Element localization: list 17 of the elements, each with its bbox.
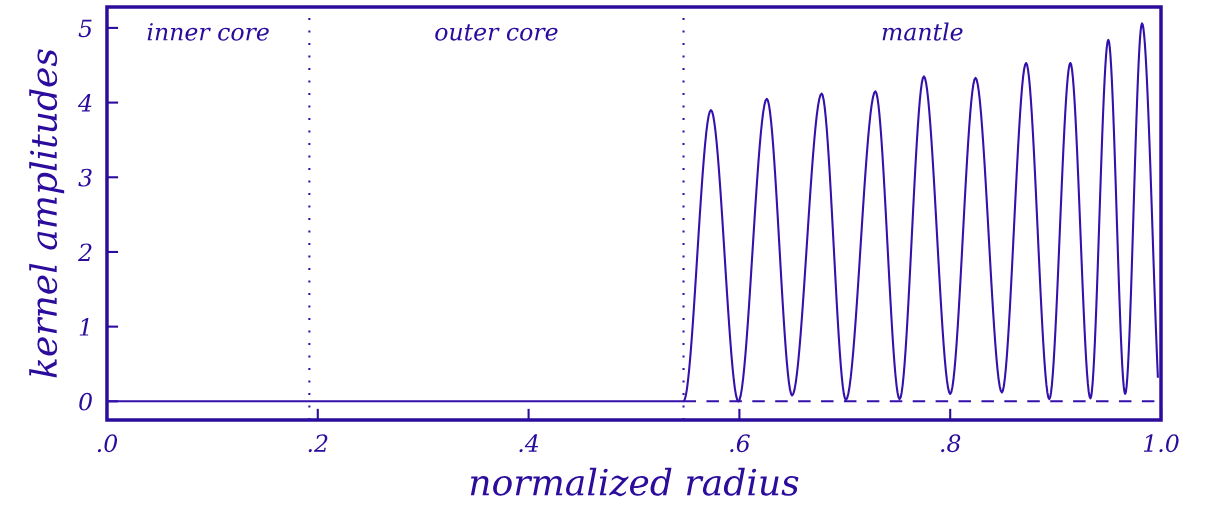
y-tick-label: 5	[78, 19, 92, 38]
x-tick-label: .4	[519, 434, 539, 453]
y-tick-label: 1	[79, 318, 89, 336]
annotation: outer core	[435, 24, 558, 41]
x-tick-label: 1.0	[1143, 434, 1179, 453]
x-axis-title: normalized radius	[470, 467, 799, 497]
x-tick-label: .2	[308, 434, 328, 453]
x-tick-label: .8	[941, 434, 961, 453]
annotation: mantle	[882, 22, 963, 41]
y-tick-label: 0	[79, 392, 92, 411]
y-tick-label: 3	[78, 168, 92, 187]
y-axis-title: kernel amplitudes	[29, 49, 65, 378]
annotation: inner core	[147, 22, 269, 41]
y-tick-label: 4	[77, 94, 92, 112]
x-tick-label: .0	[97, 434, 118, 453]
x-tick-label: .6	[730, 434, 750, 453]
y-tick-label: 2	[77, 243, 92, 261]
